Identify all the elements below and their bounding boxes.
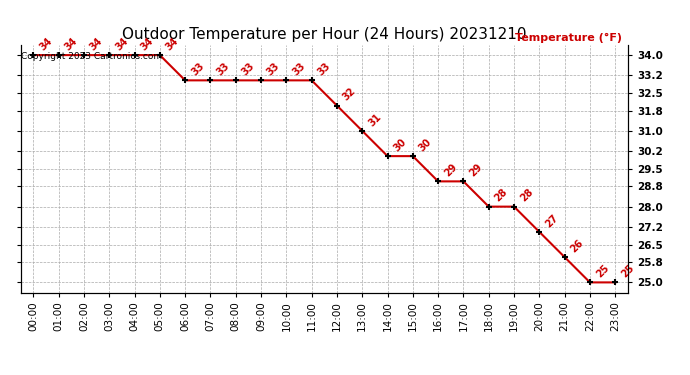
Text: Temperature (°F): Temperature (°F)	[515, 33, 622, 42]
Text: 29: 29	[442, 162, 459, 178]
Text: 27: 27	[544, 213, 560, 229]
Text: 25: 25	[594, 263, 611, 280]
Text: 30: 30	[392, 137, 408, 153]
Title: Outdoor Temperature per Hour (24 Hours) 20231210: Outdoor Temperature per Hour (24 Hours) …	[122, 27, 526, 42]
Text: 28: 28	[518, 187, 535, 204]
Text: 34: 34	[113, 36, 130, 52]
Text: 33: 33	[240, 61, 257, 78]
Text: 34: 34	[88, 36, 105, 52]
Text: 34: 34	[37, 36, 54, 52]
Text: 33: 33	[215, 61, 231, 78]
Text: 28: 28	[493, 187, 510, 204]
Text: 30: 30	[417, 137, 433, 153]
Text: 33: 33	[290, 61, 307, 78]
Text: 33: 33	[316, 61, 333, 78]
Text: 34: 34	[63, 36, 79, 52]
Text: 34: 34	[164, 36, 181, 52]
Text: 33: 33	[189, 61, 206, 78]
Text: 29: 29	[468, 162, 484, 178]
Text: 33: 33	[265, 61, 282, 78]
Text: 32: 32	[341, 86, 357, 103]
Text: Copyright 2023 Cartronics.com: Copyright 2023 Cartronics.com	[21, 53, 162, 62]
Text: 34: 34	[139, 36, 155, 52]
Text: 26: 26	[569, 238, 585, 254]
Text: 31: 31	[366, 111, 383, 128]
Text: 25: 25	[620, 263, 636, 280]
